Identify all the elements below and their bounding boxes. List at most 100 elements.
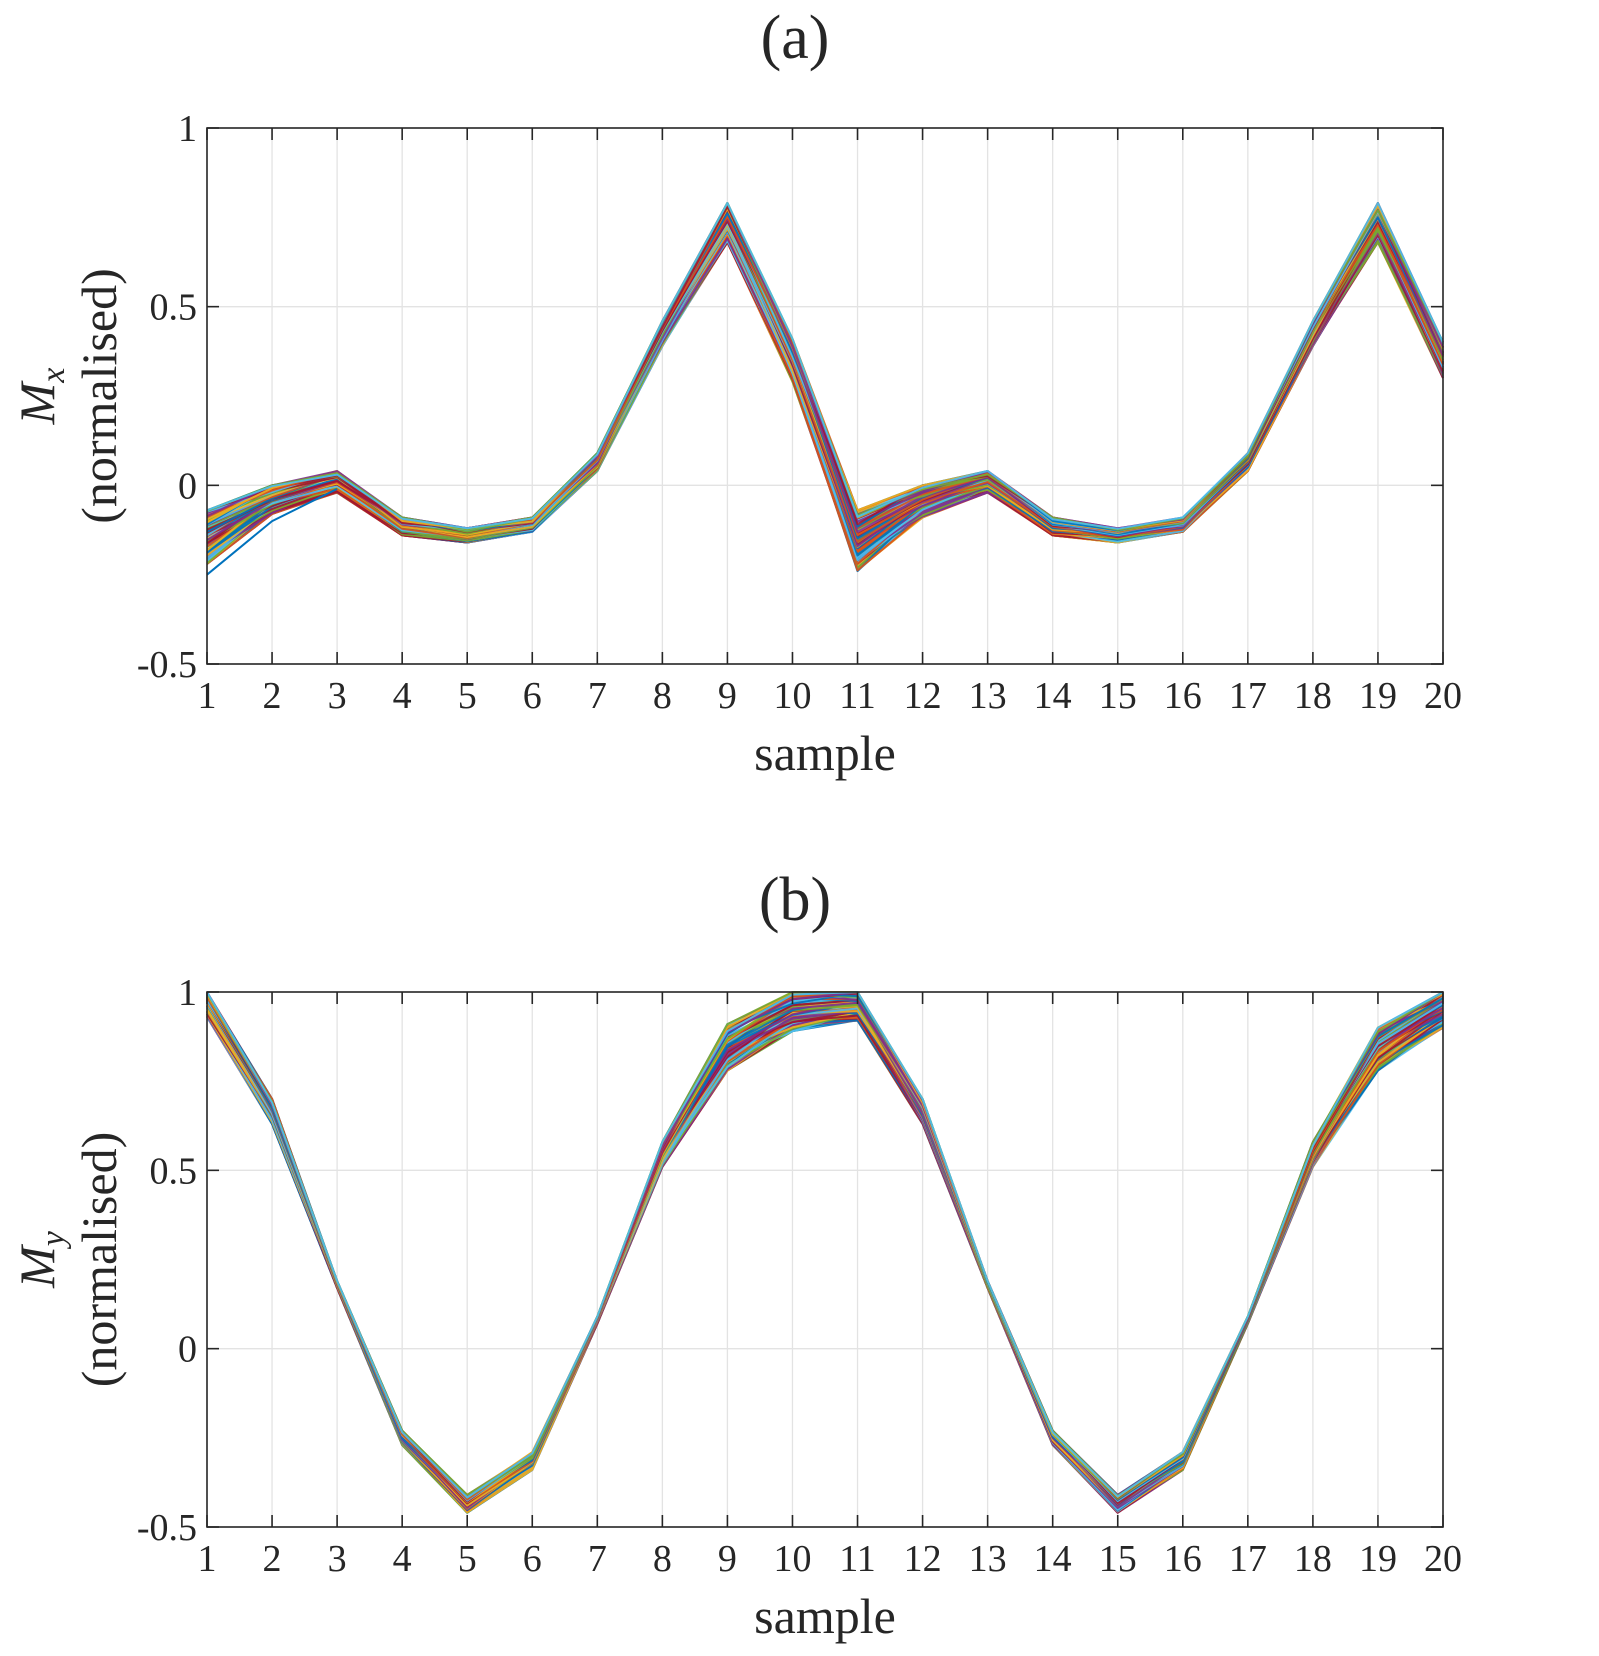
series-line: [206, 204, 1444, 532]
series-line: [206, 203, 1444, 530]
series-line: [206, 1008, 1444, 1509]
series-line: [206, 1013, 1444, 1514]
x-tick-label: 8: [653, 1538, 672, 1580]
series-line: [206, 1006, 1444, 1509]
x-tick-label: 3: [328, 1538, 347, 1580]
x-tick-label: 19: [1359, 1538, 1397, 1580]
x-tick-label: 14: [1034, 1538, 1072, 1580]
series-line: [206, 1013, 1444, 1510]
series-line: [206, 1010, 1444, 1510]
series-line: [206, 1010, 1444, 1510]
series-line: [206, 1001, 1444, 1504]
series-line: [206, 212, 1444, 542]
outlier-series-line: [206, 488, 338, 576]
x-tick-label: 19: [1359, 675, 1397, 717]
series-line: [206, 202, 1444, 532]
series-line: [206, 1005, 1444, 1509]
x-tick-label: 11: [839, 1538, 876, 1580]
y-tick-label: 0: [178, 1329, 197, 1371]
y-tick-label: 0: [178, 465, 197, 507]
series-line: [206, 1013, 1444, 1513]
series-line: [206, 202, 1444, 532]
x-tick-label: 1: [198, 1538, 217, 1580]
x-tick-label: 18: [1294, 1538, 1332, 1580]
series-line: [206, 1008, 1444, 1511]
series-line: [206, 1000, 1444, 1505]
series-line: [206, 1004, 1444, 1507]
series-line: [206, 232, 1444, 551]
x-tick-label: 10: [773, 675, 811, 717]
x-tick-label: 10: [773, 1538, 811, 1580]
series-line: [206, 215, 1444, 538]
y-axis-symbol: My: [9, 1230, 72, 1289]
series-line: [206, 1000, 1444, 1508]
series-line: [206, 997, 1444, 1504]
axes-box: [206, 991, 1444, 1528]
series-line: [206, 226, 1444, 557]
series-line: [206, 203, 1444, 533]
series-line: [206, 1015, 1444, 1514]
x-axis-label: sample: [754, 725, 896, 781]
series-line: [206, 1014, 1444, 1514]
series-line: [206, 1006, 1444, 1508]
series-line: [206, 1011, 1444, 1512]
x-tick-label: 6: [523, 675, 542, 717]
x-tick-label: 5: [458, 1538, 477, 1580]
series-line: [206, 218, 1444, 550]
series-line: [206, 202, 1444, 531]
x-tick-label: 7: [588, 1538, 607, 1580]
panel-title: (b): [759, 866, 831, 934]
series-line: [206, 1010, 1444, 1511]
x-tick-label: 7: [588, 675, 607, 717]
series-line: [206, 202, 1444, 531]
series-line: [206, 994, 1444, 1503]
series-line: [206, 224, 1444, 557]
x-tick-label: 16: [1164, 1538, 1202, 1580]
series-line: [206, 217, 1444, 547]
series-line: [206, 220, 1444, 538]
x-tick-label: 9: [718, 675, 737, 717]
y-axis-label: (normalised): [71, 1132, 127, 1387]
y-tick-label: 0.5: [150, 287, 198, 329]
x-tick-label: 12: [904, 1538, 942, 1580]
x-tick-label: 17: [1229, 675, 1267, 717]
series-line: [206, 1011, 1444, 1514]
series-line: [206, 1005, 1444, 1509]
series-line: [206, 1003, 1444, 1506]
series-line: [206, 1011, 1444, 1513]
y-axis-symbol-main: M: [9, 1244, 65, 1289]
x-tick-label: 4: [393, 675, 412, 717]
x-tick-label: 2: [263, 1538, 282, 1580]
series-line: [206, 996, 1444, 1505]
series-line: [206, 995, 1444, 1505]
series-line: [206, 220, 1444, 541]
series-line: [206, 1004, 1444, 1502]
series-line: [206, 202, 1444, 532]
series-line: [206, 215, 1444, 543]
series-line: [206, 1014, 1444, 1514]
series-line: [206, 994, 1444, 1502]
series-line: [206, 1010, 1444, 1514]
series-line: [206, 997, 1444, 1503]
series-line: [206, 1012, 1444, 1509]
series-line: [206, 217, 1444, 537]
x-tick-label: 1: [198, 675, 217, 717]
series-line: [206, 1015, 1444, 1514]
series-line: [206, 998, 1444, 1504]
series-line: [206, 210, 1444, 533]
x-tick-label: 14: [1034, 675, 1072, 717]
series-line: [206, 209, 1444, 534]
series-line: [206, 222, 1444, 543]
series-line: [206, 223, 1444, 559]
series-line: [206, 1007, 1444, 1511]
y-axis-symbol: Mx: [9, 368, 72, 426]
series-line: [206, 225, 1444, 542]
series-line: [206, 1002, 1444, 1507]
series-line: [206, 1009, 1444, 1510]
series-line: [206, 1008, 1444, 1513]
series-line: [206, 218, 1444, 539]
x-tick-label: 8: [653, 675, 672, 717]
x-tick-label: 15: [1099, 1538, 1137, 1580]
x-tick-label: 9: [718, 1538, 737, 1580]
